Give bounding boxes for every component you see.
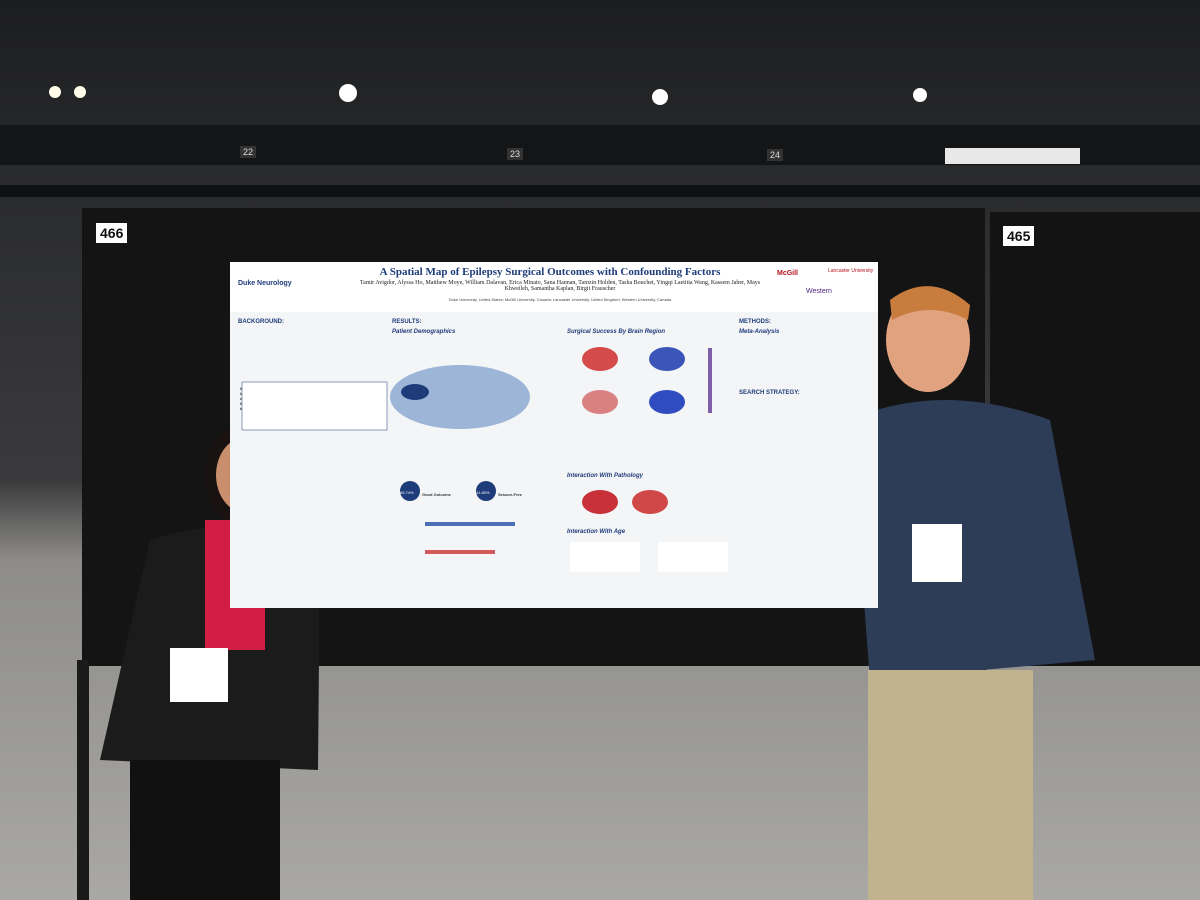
subsection-heading: Surgical Success By Brain Region: [567, 329, 666, 335]
poster-affiliations: Duke University, United States; McGill U…: [448, 297, 672, 302]
section-heading: SEARCH STRATEGY:: [739, 390, 800, 396]
aisle-number: 22: [240, 146, 257, 158]
subsection-heading: Patient Demographics: [392, 329, 456, 335]
subsection-heading: Interaction With Age: [567, 529, 626, 535]
poster-header: [230, 262, 878, 312]
subsection-heading: Interaction With Pathology: [567, 473, 643, 479]
metric-value: 41.80%: [476, 490, 490, 495]
metric-label: Seizure-Free: [498, 492, 523, 497]
booth-number: 465: [1003, 226, 1035, 246]
booth-number: 466: [96, 223, 128, 243]
poster-authors: Tamir Avigdor, Alyssa Ho, Matthew Moye, …: [359, 280, 761, 292]
metric-value: 65.74%: [400, 490, 414, 495]
section-heading: METHODS:: [739, 319, 771, 325]
logo: Lancaster University: [828, 268, 874, 274]
poster-graphics: [241, 347, 728, 572]
logo: Duke Neurology: [238, 280, 292, 287]
section-heading: RESULTS:: [392, 319, 422, 325]
metric-label: Good Outcome: [422, 492, 451, 497]
poster-title: A Spatial Map of Epilepsy Surgical Outco…: [379, 266, 721, 278]
poster: Duke Neurology McGill Lancaster Universi…: [230, 262, 878, 608]
aisle-number: 23: [507, 148, 524, 160]
subsection-heading: Meta-Analysis: [739, 329, 780, 335]
section-heading: BACKGROUND:: [238, 319, 284, 325]
logo: Western: [806, 288, 832, 295]
logo: McGill: [777, 270, 799, 277]
aisle-number: 24: [767, 149, 784, 161]
